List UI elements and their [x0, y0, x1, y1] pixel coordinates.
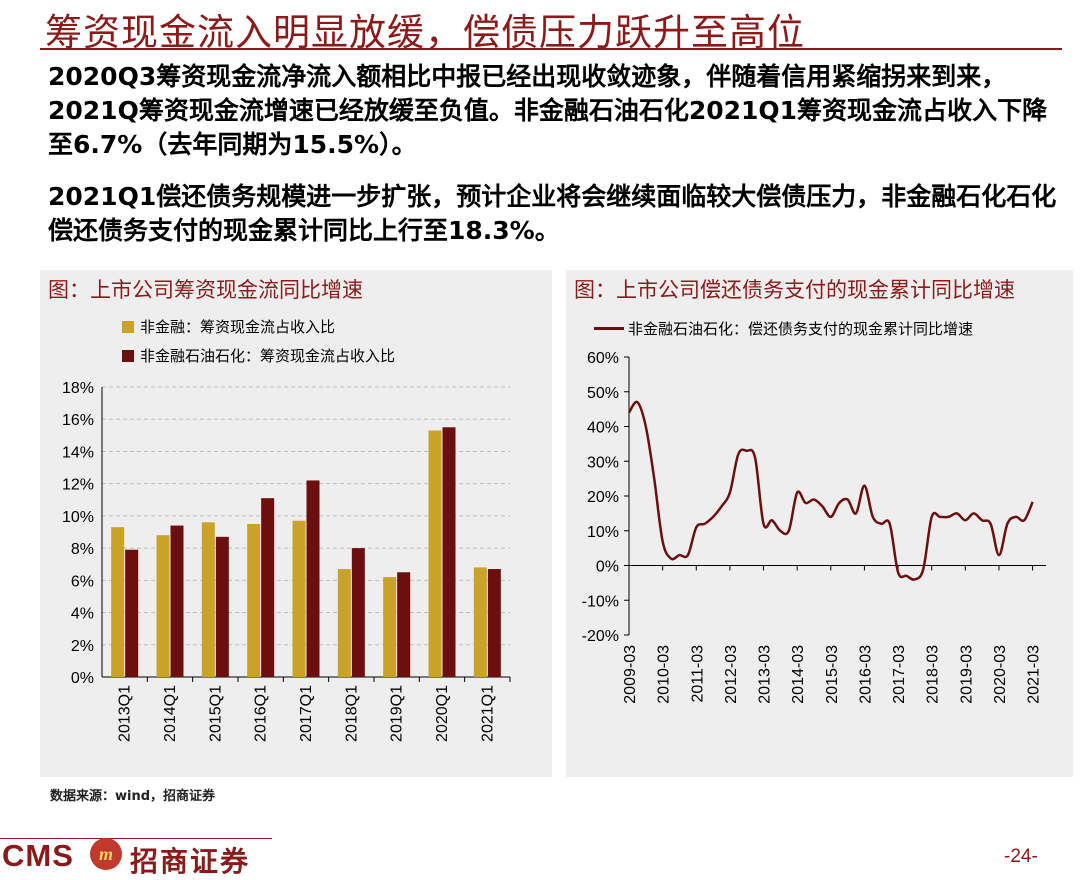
bar-y-tick-label: 14% — [62, 444, 94, 461]
bar-x-tick-label: 2013Q1 — [117, 685, 134, 742]
bar-2 — [351, 548, 365, 677]
bar-2 — [487, 569, 501, 677]
bar-x-tick-label: 2014Q1 — [162, 685, 179, 742]
legend-swatch-maroon — [122, 349, 134, 362]
cms-logo-chinese: 招商证券 — [130, 845, 251, 878]
line-y-tick-label: 40% — [587, 420, 619, 437]
bar-2 — [215, 536, 229, 677]
line-x-tick-label: 2018-03 — [925, 645, 942, 704]
bar-y-tick-label: 8% — [71, 541, 94, 558]
bar-x-tick-label: 2017Q1 — [298, 685, 315, 742]
line-x-tick-label: 2017-03 — [891, 645, 908, 704]
line-chart-title: 图：上市公司偿还债务支付的现金累计同比增速 — [574, 278, 1015, 302]
bar-1 — [292, 520, 306, 677]
line-y-tick-label: 0% — [596, 559, 619, 576]
bar-x-tick-label: 2016Q1 — [253, 685, 270, 742]
bar-x-tick-label: 2021Q1 — [479, 685, 496, 742]
bar-y-tick-label: 2% — [71, 638, 94, 655]
bar-legend-label-1: 非金融：筹资现金流占收入比 — [140, 318, 336, 336]
cms-logo-text: CMS — [2, 838, 74, 873]
bar-1 — [247, 523, 261, 677]
bar-x-tick-label: 2019Q1 — [389, 685, 406, 742]
bar-1 — [337, 569, 351, 677]
line-legend-item: 非金融石油石化：偿还债务支付的现金累计同比增速 — [594, 318, 973, 339]
bar-legend-item-1: 非金融：筹资现金流占收入比 — [122, 316, 335, 337]
summary-paragraph-2: 2021Q1偿还债务规模进一步扩张，预计企业将会继续面临较大偿债压力，非金融石化… — [48, 182, 1057, 245]
bar-2 — [125, 549, 139, 677]
data-source-note: 数据来源：wind，招商证券 — [50, 789, 216, 804]
line-x-tick-label: 2020-03 — [992, 645, 1009, 704]
line-x-tick-label: 2015-03 — [824, 645, 841, 704]
bar-1 — [473, 567, 487, 677]
line-y-tick-label: 60% — [587, 350, 619, 367]
bar-chart: 0% 2% 4% 6% 8% 10% 12% 14% 16% 18% 2013Q1 2014Q1 201… — [62, 380, 511, 742]
line-legend-label: 非金融石油石化：偿还债务支付的现金累计同比增速 — [628, 320, 974, 338]
line-y-tick-label: 30% — [587, 454, 619, 471]
line-x-tick-label: 2010-03 — [656, 645, 673, 704]
bar-chart-panel: 图：上市公司筹资现金流同比增速 非金融：筹资现金流占收入比 非金融石油石化：筹资… — [40, 270, 552, 777]
bar-2 — [397, 572, 411, 677]
cms-logo-badge-icon: m — [90, 838, 122, 870]
bar-y-tick-label: 10% — [62, 509, 94, 526]
bar-1 — [201, 522, 215, 677]
line-y-tick-label: -10% — [582, 593, 619, 610]
bar-x-tick-label: 2018Q1 — [343, 685, 360, 742]
bar-chart-title: 图：上市公司筹资现金流同比增速 — [48, 278, 363, 302]
line-x-tick-label: 2013-03 — [757, 645, 774, 704]
bar-y-tick-label: 6% — [71, 573, 94, 590]
bar-x-tick-label: 2020Q1 — [434, 685, 451, 742]
title-divider — [40, 48, 1062, 50]
bar-2 — [261, 498, 275, 677]
slide-title: 筹资现金流入明显放缓，偿债压力跃升至高位 — [45, 11, 805, 54]
page-number: -24- — [1004, 846, 1038, 867]
line-x-tick-label: 2012-03 — [723, 645, 740, 704]
bar-legend-label-2: 非金融石油石化：筹资现金流占收入比 — [140, 347, 396, 365]
bar-y-tick-label: 4% — [71, 606, 94, 623]
line-x-tick-label: 2011-03 — [689, 645, 706, 703]
bar-2 — [442, 427, 456, 677]
footer-divider — [0, 838, 272, 839]
bar-1 — [383, 577, 397, 677]
legend-line-sample — [594, 327, 624, 330]
bar-2 — [306, 480, 320, 677]
bar-1 — [111, 527, 125, 677]
line-chart-panel: 图：上市公司偿还债务支付的现金累计同比增速 非金融石油石化：偿还债务支付的现金累… — [566, 270, 1073, 777]
line-x-tick-label: 2009-03 — [622, 645, 639, 704]
bar-1 — [156, 535, 170, 677]
line-series-path — [627, 400, 1034, 581]
line-y-tick-label: -20% — [582, 628, 619, 645]
bar-legend-item-2: 非金融石油石化：筹资现金流占收入比 — [122, 345, 395, 366]
line-x-tick-label: 2014-03 — [790, 645, 807, 704]
line-x-tick-label: 2016-03 — [857, 645, 874, 704]
bar-1 — [428, 430, 442, 677]
bar-y-tick-label: 0% — [71, 670, 94, 687]
bar-y-tick-label: 16% — [62, 412, 94, 429]
bar-y-tick-label: 18% — [62, 380, 94, 397]
line-x-tick-label: 2021-03 — [1026, 645, 1043, 704]
line-chart: -20% -10% 0% 10% 20% 30% 40% 50% 60% 2009-03 2010-… — [582, 350, 1046, 704]
summary-paragraph-1: 2020Q3筹资现金流净流入额相比中报已经出现收敛迹象，伴随着信用紧缩拐来到来，… — [48, 62, 1048, 159]
legend-swatch-gold — [122, 320, 134, 333]
bar-2 — [170, 525, 184, 677]
bar-y-tick-label: 12% — [62, 477, 94, 494]
bar-x-tick-label: 2015Q1 — [207, 685, 224, 742]
line-x-tick-label: 2019-03 — [958, 645, 975, 704]
line-y-tick-label: 20% — [587, 489, 619, 506]
line-y-tick-label: 10% — [587, 524, 619, 541]
line-y-tick-label: 50% — [587, 385, 619, 402]
